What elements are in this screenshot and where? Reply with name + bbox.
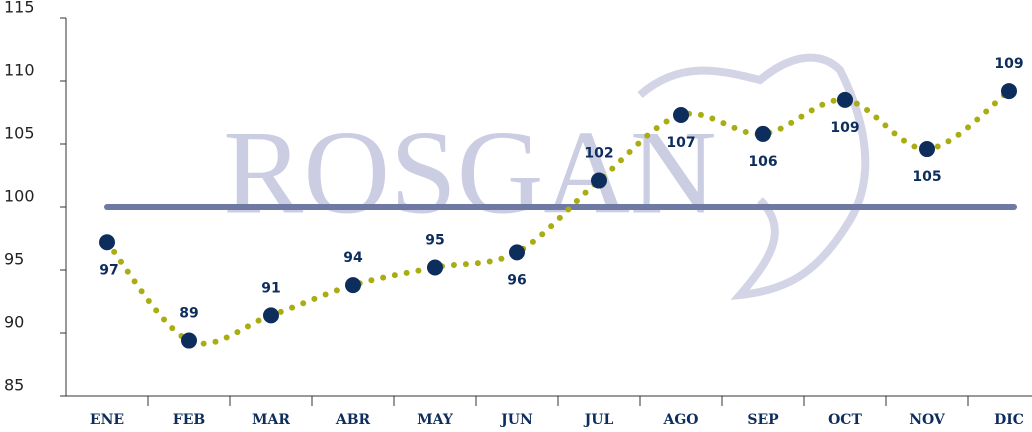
x-tick-label: SEP: [747, 412, 779, 428]
x-tick-label: JUL: [583, 412, 614, 428]
chart: ROSGAN 85 90 95 100 105 110 115 ENE FEB MAR ABR MAY…: [0, 0, 1032, 432]
x-tick-label: NOV: [909, 412, 946, 428]
value-label: 107: [666, 135, 695, 151]
data-point: [427, 259, 443, 275]
data-point: [263, 307, 279, 323]
y-tick-label: 100: [4, 187, 35, 206]
data-point: [591, 173, 607, 189]
data-point: [181, 333, 197, 349]
value-label: 97: [99, 262, 118, 278]
data-point: [919, 141, 935, 157]
data-point: [837, 92, 853, 108]
data-point: [673, 107, 689, 123]
x-tick-label: MAY: [417, 412, 454, 428]
x-tick-label: ENE: [90, 412, 124, 428]
y-tick-label: 105: [4, 124, 35, 143]
data-point: [345, 277, 361, 293]
x-tick-label: ABR: [335, 412, 371, 428]
y-tick-label: 110: [4, 61, 35, 80]
value-label: 105: [912, 169, 941, 185]
y-tick-label: 85: [4, 376, 24, 395]
data-point: [755, 126, 771, 142]
value-label: 89: [179, 306, 198, 322]
value-label: 91: [261, 280, 280, 296]
data-point: [1001, 83, 1017, 99]
value-label: 102: [584, 146, 613, 162]
data-point: [99, 234, 115, 250]
value-label: 96: [507, 272, 526, 288]
data-point: [509, 244, 525, 260]
y-tick-label: 115: [4, 0, 35, 17]
y-tick-label: 95: [4, 250, 24, 269]
value-label: 109: [830, 120, 859, 136]
x-tick-label: MAR: [252, 412, 290, 428]
value-label: 95: [425, 232, 444, 248]
x-tick-label: JUN: [499, 412, 533, 428]
value-label: 94: [343, 250, 363, 266]
x-tick-label: OCT: [828, 412, 862, 428]
value-label: 109: [994, 56, 1023, 72]
x-tick-label: FEB: [173, 412, 206, 428]
value-label: 106: [748, 154, 777, 170]
y-tick-label: 90: [4, 313, 24, 332]
x-tick-label: DIC: [994, 412, 1024, 428]
x-tick-label: AGO: [662, 412, 698, 428]
watermark: ROSGAN: [223, 106, 716, 239]
